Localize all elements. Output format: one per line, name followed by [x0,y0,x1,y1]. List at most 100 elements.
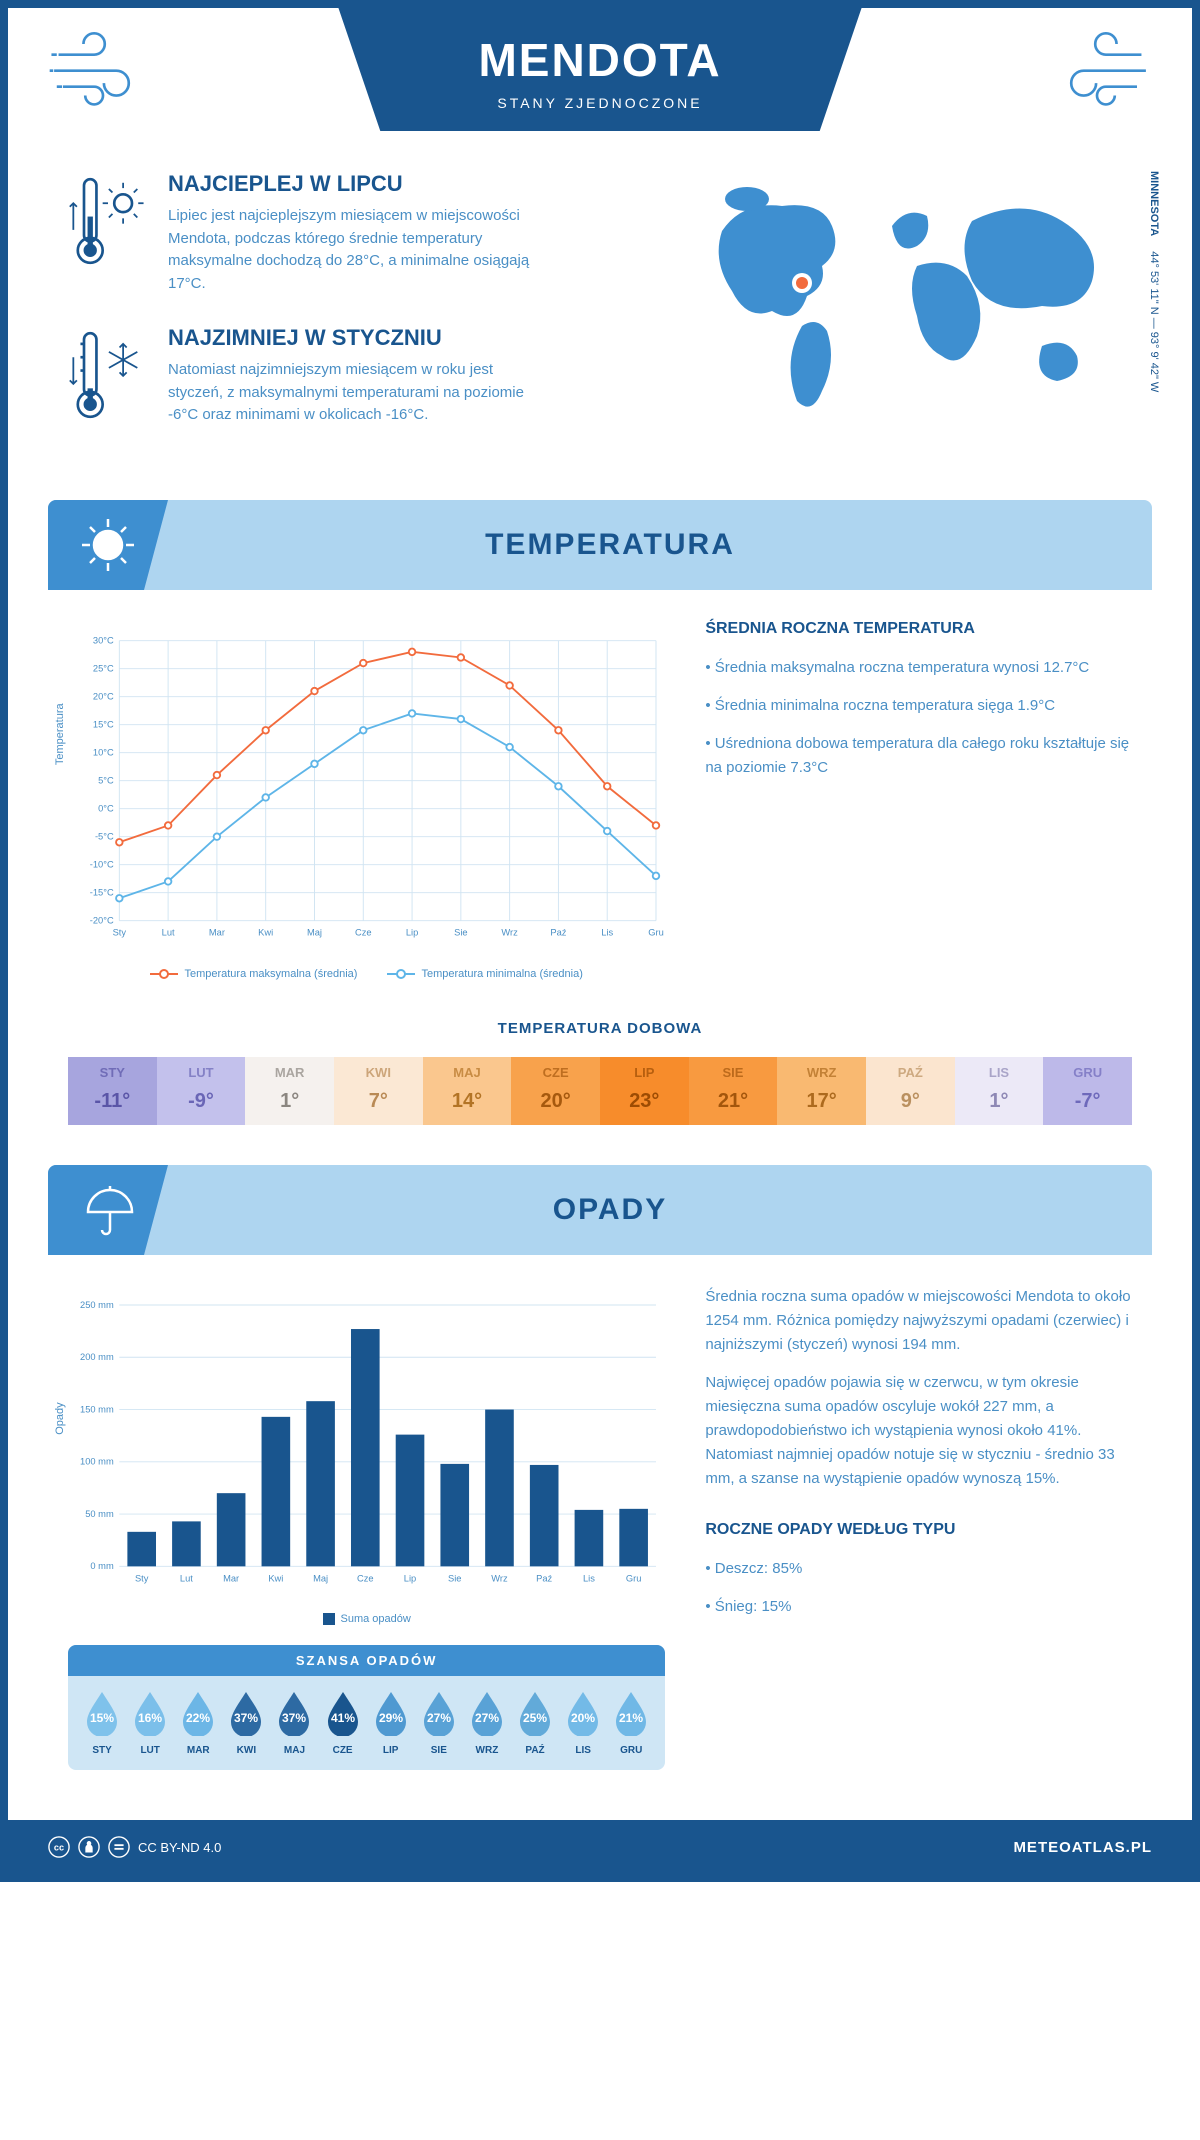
license-text: CC BY-ND 4.0 [138,1840,221,1855]
svg-text:29%: 29% [379,1711,403,1725]
temperature-section-header: TEMPERATURA [48,500,1152,590]
svg-text:Maj: Maj [313,1573,328,1583]
svg-text:Cze: Cze [357,1573,374,1583]
svg-text:150 mm: 150 mm [80,1404,114,1414]
svg-text:22%: 22% [186,1711,210,1725]
svg-text:cc: cc [54,1843,64,1853]
cc-icon: cc [48,1836,70,1858]
svg-text:-10°C: -10°C [90,859,114,869]
svg-text:20°C: 20°C [93,691,114,701]
svg-text:10°C: 10°C [93,747,114,757]
svg-text:-5°C: -5°C [95,831,114,841]
svg-text:Gru: Gru [648,928,664,938]
daily-temp-title: TEMPERATURA DOBOWA [68,1020,1132,1037]
precipitation-title: OPADY [168,1193,1152,1227]
precip-type-title: ROCZNE OPADY WEDŁUG TYPU [705,1521,1132,1539]
daily-temp-cell: CZE20° [511,1057,600,1125]
svg-text:Kwi: Kwi [268,1573,283,1583]
svg-text:37%: 37% [234,1711,258,1725]
svg-text:Lip: Lip [404,1573,416,1583]
daily-temp-cell: KWI7° [334,1057,423,1125]
wind-icon-right [1042,28,1152,113]
svg-text:Sie: Sie [448,1573,461,1583]
coordinates-label: MINNESOTA 44° 53' 11" N — 93° 9' 42" W [1148,171,1160,392]
avg-temp-title: ŚREDNIA ROCZNA TEMPERATURA [705,620,1132,638]
daily-temp-cell: LUT-9° [157,1057,246,1125]
city-title: MENDOTA [478,33,721,87]
warmest-title: NAJCIEPLEJ W LIPCU [168,171,548,197]
precip-y-axis-label: Opady [54,1402,66,1434]
daily-temp-cell: MAJ14° [423,1057,512,1125]
state-name: MINNESOTA [1148,171,1160,236]
coldest-text: Natomiast najzimniejszym miesiącem w rok… [168,359,548,427]
coords-value: 44° 53' 11" N — 93° 9' 42" W [1148,251,1160,392]
svg-text:250 mm: 250 mm [80,1300,114,1310]
page-header: MENDOTA STANY ZJEDNOCZONE [8,8,1192,141]
legend-item: .legend-swatch::after{border-color:inher… [150,968,357,980]
svg-text:Sie: Sie [454,928,467,938]
temp-bullet: • Uśredniona dobowa temperatura dla całe… [705,732,1132,780]
svg-text:27%: 27% [427,1711,451,1725]
svg-text:25%: 25% [523,1711,547,1725]
temperature-summary: ŚREDNIA ROCZNA TEMPERATURA • Średnia mak… [705,620,1132,980]
svg-text:Wrz: Wrz [491,1573,508,1583]
rain-chance-drop: 29% LIP [367,1688,415,1756]
precipitation-chance-box: SZANSA OPADÓW 15% STY 16% LUT 22% MAR 37… [68,1645,665,1770]
rain-chance-drop: 21% GRU [607,1688,655,1756]
precipitation-summary: Średnia roczna suma opadów w miejscowośc… [705,1285,1132,1770]
svg-text:0 mm: 0 mm [90,1561,114,1571]
wind-icon-left [48,28,158,113]
svg-text:16%: 16% [138,1711,162,1725]
daily-temp-cell: PAŹ9° [866,1057,955,1125]
temperature-line-chart: Temperatura -20°C-15°C-10°C-5°C0°C5°C10°… [68,620,665,980]
rain-chance-drop: 15% STY [78,1688,126,1756]
svg-text:Sty: Sty [113,928,127,938]
precipitation-bar-chart: Opady 0 mm50 mm100 mm150 mm200 mm250 mmS… [68,1285,665,1770]
svg-text:200 mm: 200 mm [80,1352,114,1362]
coldest-title: NAJZIMNIEJ W STYCZNIU [168,325,548,351]
svg-text:Maj: Maj [307,928,322,938]
intro-section: NAJCIEPLEJ W LIPCU Lipiec jest najcieple… [8,141,1192,500]
svg-text:-15°C: -15°C [90,887,114,897]
daily-temperature-table: TEMPERATURA DOBOWA STY-11°LUT-9°MAR1°KWI… [8,1010,1192,1165]
precip-type-item: • Śnieg: 15% [705,1595,1132,1619]
daily-temp-cell: MAR1° [245,1057,334,1125]
temperature-title: TEMPERATURA [168,528,1152,562]
precip-p1: Średnia roczna suma opadów w miejscowośc… [705,1285,1132,1357]
svg-text:Mar: Mar [209,928,225,938]
nd-icon [108,1836,130,1858]
temp-y-axis-label: Temperatura [54,703,66,765]
rain-chance-drop: 27% WRZ [463,1688,511,1756]
daily-temp-cell: WRZ17° [777,1057,866,1125]
svg-text:5°C: 5°C [98,775,114,785]
svg-text:30°C: 30°C [93,635,114,645]
rain-chance-drop: 20% LIS [559,1688,607,1756]
svg-text:Lip: Lip [406,928,418,938]
svg-text:Lut: Lut [180,1573,193,1583]
warmest-block: NAJCIEPLEJ W LIPCU Lipiec jest najcieple… [68,171,652,295]
license-block: cc CC BY-ND 4.0 [48,1836,221,1858]
svg-text:15°C: 15°C [93,719,114,729]
chance-title: SZANSA OPADÓW [68,1645,665,1676]
svg-text:Sty: Sty [135,1573,149,1583]
svg-text:41%: 41% [331,1711,355,1725]
daily-temp-cell: GRU-7° [1043,1057,1132,1125]
svg-text:Kwi: Kwi [258,928,273,938]
precip-legend-label: Suma opadów [341,1613,411,1625]
svg-text:20%: 20% [571,1711,595,1725]
thermometer-cold-icon [68,325,148,430]
rain-chance-drop: 25% PAŹ [511,1688,559,1756]
precipitation-section-header: OPADY [48,1165,1152,1255]
rain-chance-drop: 22% MAR [174,1688,222,1756]
svg-text:50 mm: 50 mm [85,1509,114,1519]
precip-p2: Najwięcej opadów pojawia się w czerwcu, … [705,1371,1132,1491]
daily-temp-cell: LIS1° [955,1057,1044,1125]
temperature-legend: .legend-swatch::after{border-color:inher… [68,968,665,980]
svg-text:Paź: Paź [536,1573,552,1583]
svg-text:15%: 15% [90,1711,114,1725]
svg-text:Lis: Lis [583,1573,595,1583]
daily-temp-cell: STY-11° [68,1057,157,1125]
rain-chance-drop: 37% MAJ [270,1688,318,1756]
svg-text:-20°C: -20°C [90,915,114,925]
svg-text:Paź: Paź [550,928,566,938]
